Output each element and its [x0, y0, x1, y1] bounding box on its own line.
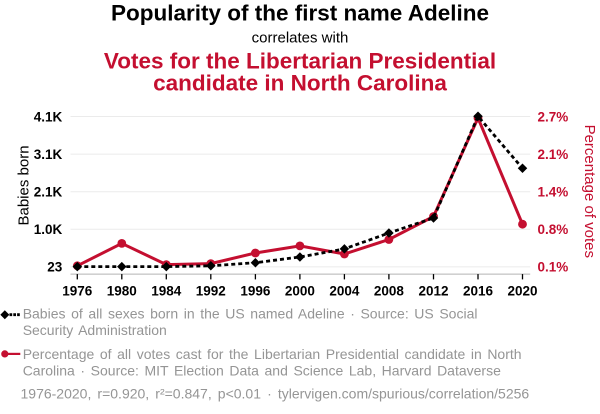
svg-text:Percentage of all votes cast f: Percentage of all votes cast for the Lib…: [23, 346, 522, 362]
svg-text:2.1%: 2.1%: [538, 147, 569, 162]
svg-text:2004: 2004: [329, 283, 360, 298]
svg-text:Babies of all sexes born in th: Babies of all sexes born in the US named…: [23, 306, 478, 322]
svg-text:1980: 1980: [107, 283, 137, 298]
svg-text:1996: 1996: [240, 283, 271, 298]
svg-text:1976-2020, r=0.920, r²=0.847,: 1976-2020, r=0.920, r²=0.847, p<0.01 · t…: [21, 385, 530, 401]
svg-text:1992: 1992: [196, 283, 226, 298]
svg-text:1984: 1984: [151, 283, 182, 298]
svg-text:3.1K: 3.1K: [34, 147, 63, 162]
svg-text:0.1%: 0.1%: [538, 260, 569, 275]
svg-text:2000: 2000: [285, 283, 315, 298]
svg-text:Babies born: Babies born: [15, 145, 32, 225]
svg-text:Percentage of votes: Percentage of votes: [581, 125, 598, 258]
svg-text:candidate in North Carolina: candidate in North Carolina: [153, 70, 447, 95]
svg-text:Votes for the Libertarian Pres: Votes for the Libertarian Presidential: [104, 48, 496, 73]
svg-text:2020: 2020: [507, 283, 537, 298]
svg-text:correlates with: correlates with: [252, 29, 349, 46]
svg-text:0.8%: 0.8%: [538, 222, 569, 237]
svg-text:4.1K: 4.1K: [34, 109, 63, 124]
svg-text:2012: 2012: [418, 283, 448, 298]
svg-text:2.1K: 2.1K: [34, 185, 63, 200]
svg-text:1.0K: 1.0K: [34, 222, 63, 237]
svg-text:Carolina · Source: MIT Electio: Carolina · Source: MIT Election Data and…: [23, 363, 501, 379]
svg-text:1.4%: 1.4%: [538, 185, 569, 200]
svg-text:23: 23: [47, 260, 63, 275]
svg-text:1976: 1976: [62, 283, 93, 298]
svg-text:2008: 2008: [374, 283, 405, 298]
svg-text:2.7%: 2.7%: [538, 109, 569, 124]
svg-text:Popularity of the first name A: Popularity of the first name Adeline: [111, 0, 489, 25]
svg-text:2016: 2016: [463, 283, 494, 298]
svg-text:Security Administration: Security Administration: [23, 322, 167, 338]
